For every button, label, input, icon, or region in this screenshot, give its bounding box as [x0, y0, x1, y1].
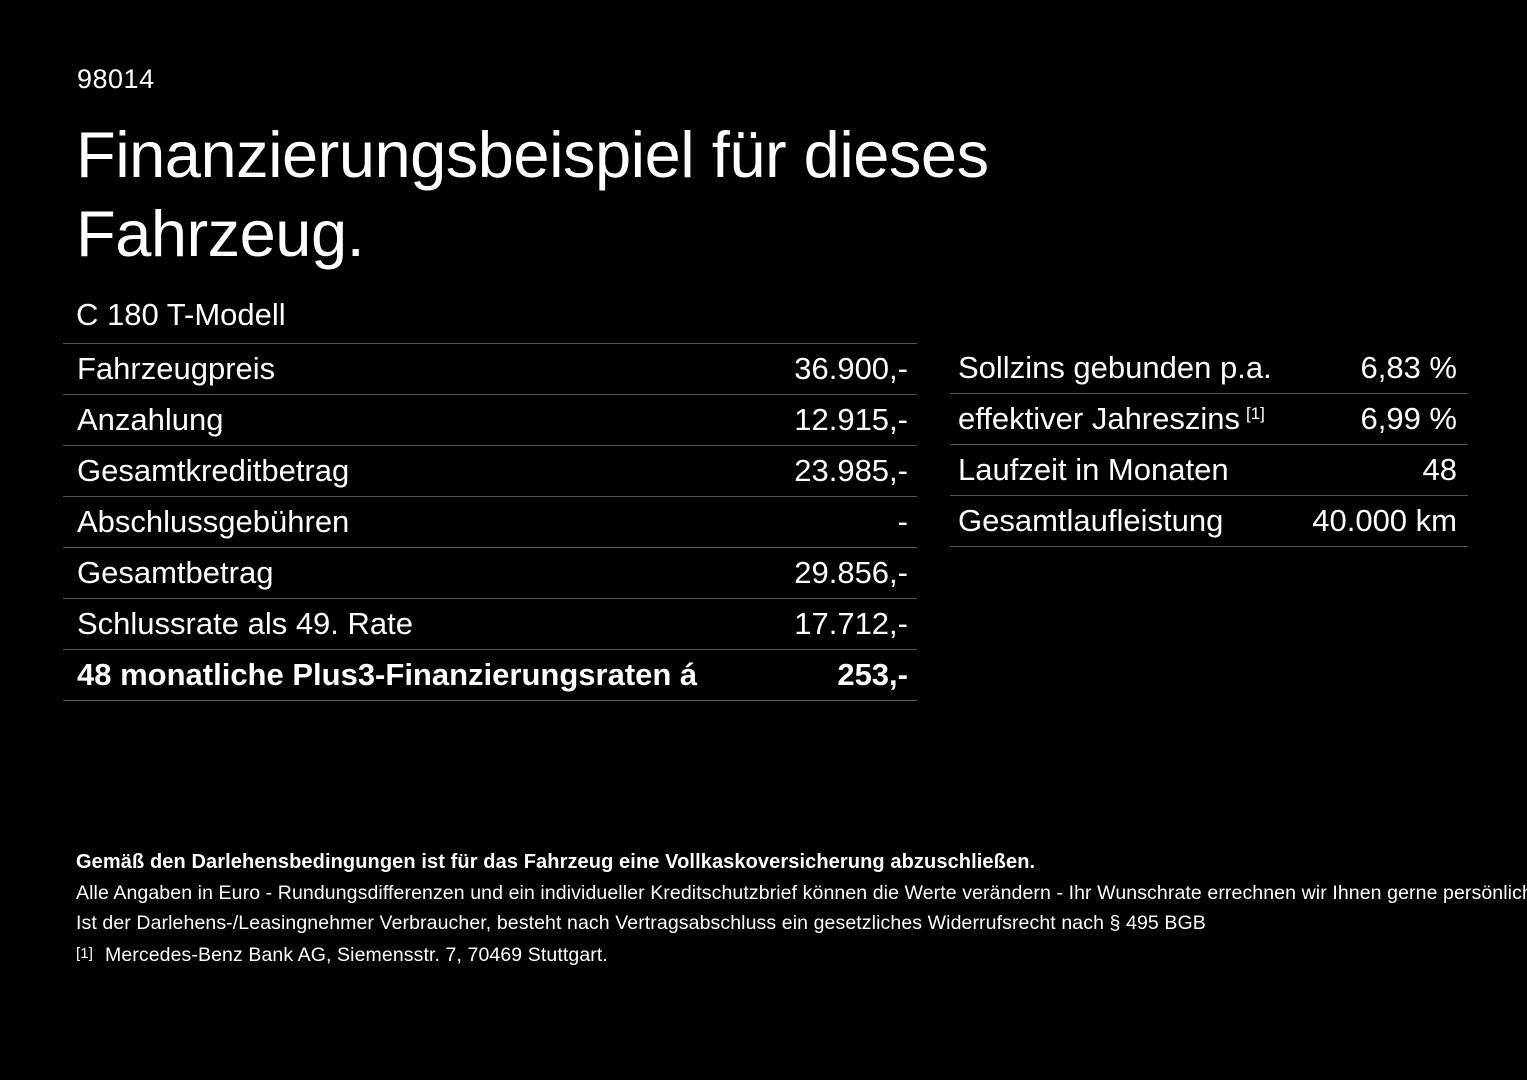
footnote-text: Mercedes-Benz Bank AG, Siemensstr. 7, 70… [104, 944, 608, 966]
row-label: Gesamtkreditbetrag [77, 453, 350, 488]
row-value: 36.900,- [794, 351, 908, 386]
offer-id: 98014 [77, 64, 155, 94]
insurance-note: Gemäß den Darlehensbedingungen ist für d… [76, 851, 1036, 873]
page-title: Finanzierungsbeispiel für dieses Fahrzeug… [76, 115, 989, 273]
row-label: Anzahlung [77, 402, 224, 437]
table-row: Gesamtkreditbetrag 23.985,- [63, 446, 917, 497]
row-value: 12.915,- [794, 402, 908, 437]
row-label: Abschlussgebühren [77, 504, 350, 539]
row-label: Laufzeit in Monaten [958, 452, 1229, 487]
row-value: 40.000 km [1312, 503, 1457, 538]
footnote-reference: [1] [1246, 404, 1265, 423]
row-label: Sollzins gebunden p.a. [958, 350, 1272, 385]
row-label: 48 monatliche Plus3-Finanzierungsraten á [77, 657, 698, 692]
row-label: Schlussrate als 49. Rate [77, 606, 414, 641]
row-value: 48 [1422, 452, 1457, 487]
table-row-monthly-rate: 48 monatliche Plus3-Finanzierungsraten á… [63, 650, 917, 701]
conditions-table: Sollzins gebunden p.a. 6,83 % effektiver… [950, 343, 1468, 547]
footnote-marker: [1] [76, 945, 93, 962]
disclaimer-note-2: Ist der Darlehens-/Leasingnehmer Verbrau… [76, 912, 1206, 934]
table-row: Fahrzeugpreis 36.900,- [63, 344, 917, 395]
table-row: effektiver Jahreszins [1] 6,99 % [950, 394, 1468, 445]
row-label: Fahrzeugpreis [77, 351, 276, 386]
table-row: Anzahlung 12.915,- [63, 395, 917, 446]
row-value: - [897, 504, 908, 539]
row-value: 17.712,- [794, 606, 908, 641]
disclaimer-note-1: Alle Angaben in Euro - Rundungsdifferenz… [76, 882, 1527, 904]
row-label-text: effektiver Jahreszins [958, 401, 1240, 436]
table-row: Schlussrate als 49. Rate 17.712,- [63, 599, 917, 650]
row-value: 6,99 % [1360, 401, 1457, 436]
page-title-line2: Fahrzeug. [76, 197, 365, 270]
vehicle-model: C 180 T-Modell [76, 297, 286, 332]
row-label: Gesamtbetrag [77, 555, 274, 590]
row-label: Gesamtlaufleistung [958, 503, 1224, 538]
row-value: 253,- [837, 657, 908, 692]
row-value: 23.985,- [794, 453, 908, 488]
table-row: Abschlussgebühren - [63, 497, 917, 548]
page-title-line1: Finanzierungsbeispiel für dieses [76, 118, 989, 191]
table-row: Laufzeit in Monaten 48 [950, 445, 1468, 496]
bank-footnote: [1] Mercedes-Benz Bank AG, Siemensstr. 7,… [76, 943, 608, 969]
row-value: 6,83 % [1360, 350, 1457, 385]
table-row: Sollzins gebunden p.a. 6,83 % [950, 343, 1468, 394]
financing-table: Fahrzeugpreis 36.900,- Anzahlung 12.915,… [63, 343, 917, 701]
table-row: Gesamtbetrag 29.856,- [63, 548, 917, 599]
row-value: 29.856,- [794, 555, 908, 590]
table-row: Gesamtlaufleistung 40.000 km [950, 496, 1468, 547]
row-label: effektiver Jahreszins [1] [958, 401, 1265, 437]
